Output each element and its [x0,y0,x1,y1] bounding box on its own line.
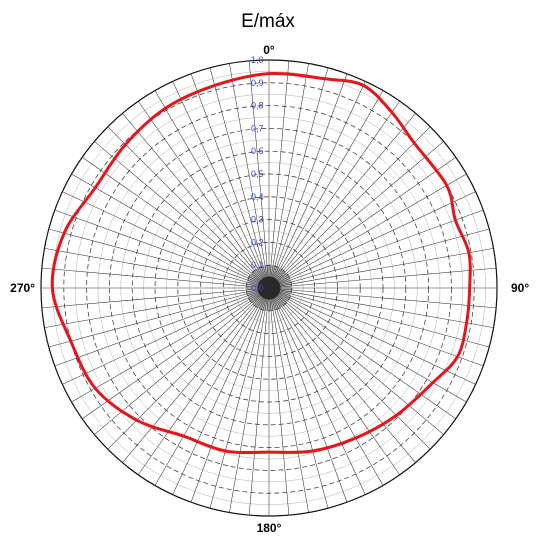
grid-spoke [274,127,430,283]
grid-spoke [272,294,365,494]
grid-spoke [44,248,262,286]
grid-spoke [274,293,430,449]
grid-spoke [274,292,443,434]
radial-tick-label: 1,0 [251,55,264,65]
grid-spoke [271,294,347,502]
grid-spoke [275,292,456,419]
grid-spoke [275,174,467,285]
radial-tick-label: 0,2 [251,237,264,247]
radial-tick-label: 0,5 [251,169,264,179]
radial-tick-label: 0,3 [251,215,264,225]
grid-spoke [122,113,264,282]
grid-spoke [275,157,456,284]
grid-spoke [270,295,289,515]
grid-spoke [173,294,266,494]
grid-spoke [276,289,496,308]
grid-spoke [138,294,265,475]
radial-tick-label: 0,0 [251,283,264,293]
grid-spoke [62,291,262,384]
grid-spoke [273,294,400,475]
grid-spoke [94,292,263,434]
grid-spoke [275,290,483,366]
radial-tick-label: 0,7 [251,123,264,133]
grid-spoke [273,113,415,282]
angle-label: 90° [511,281,529,295]
grid-spoke [138,101,265,282]
grid-spoke [275,210,483,286]
grid-spoke [270,295,308,513]
polar-grid [41,60,497,516]
grid-spoke [273,293,415,462]
grid-spoke [108,127,264,283]
grid-spoke [108,293,264,449]
grid-spoke [270,61,289,281]
grid-spoke [191,294,267,502]
grid-spoke [210,295,267,509]
grid-spoke [42,289,262,308]
grid-spoke [276,268,496,287]
grid-spoke [272,81,365,281]
grid-spoke [122,293,264,462]
grid-spoke [271,74,347,282]
grid-spoke [55,210,263,286]
grid-spoke [62,192,262,285]
grid-spoke [44,289,262,327]
grid-spoke [72,174,264,285]
grid-spoke [270,63,308,281]
grid-spoke [72,291,264,402]
angle-label: 270° [10,281,35,295]
grid-spoke [55,290,263,366]
grid-spoke [229,295,267,513]
grid-spoke [249,295,268,515]
grid-spoke [276,289,494,327]
grid-spoke [275,291,467,402]
grid-spoke [82,157,263,284]
radial-tick-label: 0,8 [251,101,264,111]
radial-tick-label: 0,4 [251,192,264,202]
angle-label: 0° [263,43,275,57]
grid-spoke [274,141,443,283]
radial-tick-label: 0,6 [251,146,264,156]
angle-label: 180° [257,521,282,535]
grid-spoke [276,248,494,286]
radial-tick-label: 0,1 [251,260,264,270]
grid-spoke [275,192,475,285]
grid-spoke [273,101,400,282]
radial-tick-label: 0,9 [251,78,264,88]
grid-spoke [42,268,262,287]
chart-title: E/máx [241,11,295,32]
grid-spoke [94,141,263,283]
grid-spoke [173,81,266,281]
grid-spoke [82,292,263,419]
